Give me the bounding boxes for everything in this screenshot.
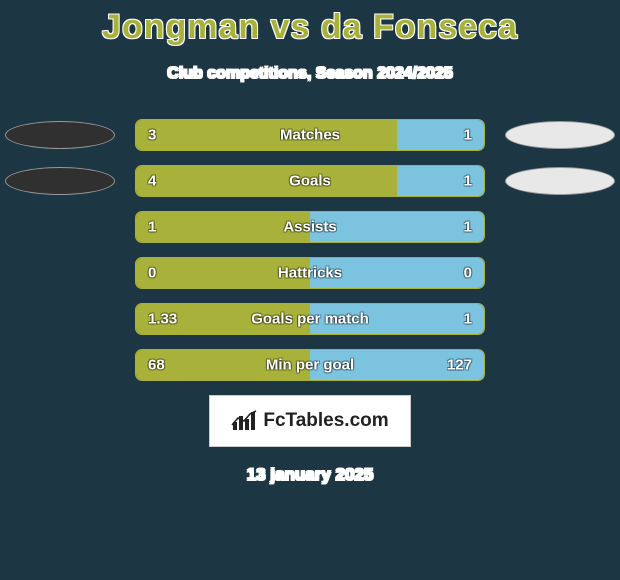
source-logo: FcTables.com bbox=[209, 395, 411, 447]
stat-bar: 4 Goals 1 bbox=[135, 165, 485, 197]
stat-bar: 1.33 Goals per match 1 bbox=[135, 303, 485, 335]
value-right: 1 bbox=[464, 173, 472, 190]
value-right: 1 bbox=[464, 311, 472, 328]
stat-bar: 1 Assists 1 bbox=[135, 211, 485, 243]
value-right: 1 bbox=[464, 127, 472, 144]
value-right: 0 bbox=[464, 265, 472, 282]
team-badge-left bbox=[5, 167, 115, 195]
stat-row: 3 Matches 1 bbox=[0, 119, 620, 151]
value-left: 1.33 bbox=[148, 311, 177, 328]
stat-bar: 0 Hattricks 0 bbox=[135, 257, 485, 289]
value-right: 127 bbox=[447, 357, 472, 374]
value-left: 1 bbox=[148, 219, 156, 236]
stat-label: Goals per match bbox=[251, 311, 369, 328]
value-left: 3 bbox=[148, 127, 156, 144]
stat-row: 4 Goals 1 bbox=[0, 165, 620, 197]
fill-left bbox=[136, 166, 397, 196]
stat-row: 68 Min per goal 127 bbox=[0, 349, 620, 381]
team-badge-right bbox=[505, 121, 615, 149]
stat-rows: 3 Matches 1 4 Goals 1 1 Assists 1 0 Hattricks 0 1.33… bbox=[0, 119, 620, 381]
date-label: 13 january 2025 bbox=[0, 465, 620, 485]
stat-label: Assists bbox=[283, 219, 336, 236]
page-title: Jongman vs da Fonseca bbox=[0, 8, 620, 47]
comparison-card: Jongman vs da Fonseca Club competitions,… bbox=[0, 0, 620, 580]
stat-row: 0 Hattricks 0 bbox=[0, 257, 620, 289]
stat-bar: 3 Matches 1 bbox=[135, 119, 485, 151]
value-left: 0 bbox=[148, 265, 156, 282]
chart-icon bbox=[231, 410, 259, 432]
stat-bar: 68 Min per goal 127 bbox=[135, 349, 485, 381]
team-badge-right bbox=[505, 167, 615, 195]
stat-label: Hattricks bbox=[278, 265, 342, 282]
stat-label: Goals bbox=[289, 173, 331, 190]
stat-row: 1 Assists 1 bbox=[0, 211, 620, 243]
value-left: 68 bbox=[148, 357, 165, 374]
stat-label: Min per goal bbox=[266, 357, 354, 374]
subtitle: Club competitions, Season 2024/2025 bbox=[0, 65, 620, 83]
stat-label: Matches bbox=[280, 127, 340, 144]
logo-text: FcTables.com bbox=[263, 410, 388, 432]
fill-left bbox=[136, 120, 397, 150]
team-badge-left bbox=[5, 121, 115, 149]
value-left: 4 bbox=[148, 173, 156, 190]
stat-row: 1.33 Goals per match 1 bbox=[0, 303, 620, 335]
value-right: 1 bbox=[464, 219, 472, 236]
